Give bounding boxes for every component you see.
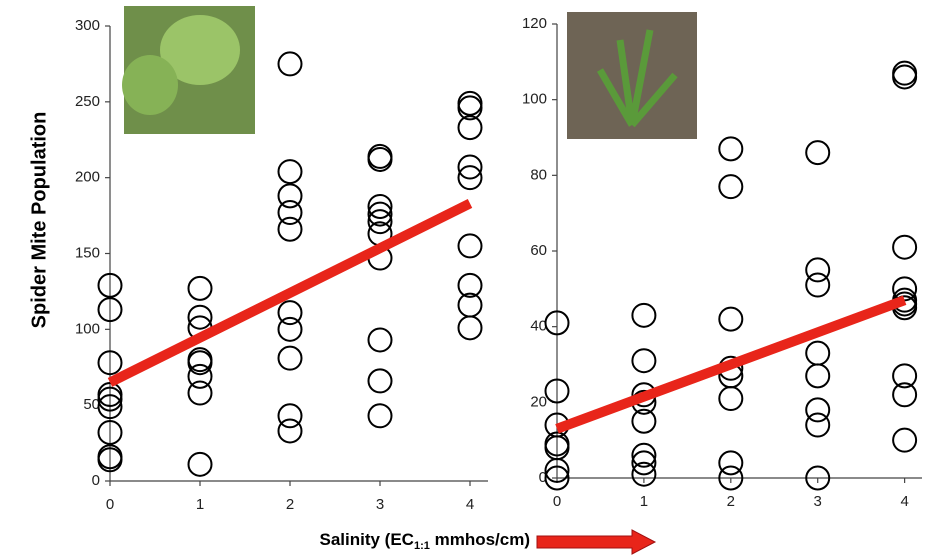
y-tick-label: 150 (75, 244, 100, 261)
point (459, 92, 482, 115)
point (279, 419, 302, 442)
point (189, 382, 212, 405)
point (279, 347, 302, 370)
point (806, 364, 829, 387)
x-tick-label: 0 (553, 493, 561, 510)
point (279, 160, 302, 183)
y-axis-label: Spider Mite Population (28, 112, 50, 329)
x-tick-label: 3 (814, 493, 822, 510)
trend-line (110, 203, 470, 382)
point (369, 404, 392, 427)
y-tick-label: 20 (530, 393, 547, 410)
point (459, 316, 482, 339)
point (719, 308, 742, 331)
x-label-subscript: 1:1 (414, 540, 430, 552)
y-tick-label: 80 (530, 166, 547, 183)
point (459, 234, 482, 257)
y-tick-label: 200 (75, 169, 100, 186)
y-tick-label: 120 (522, 15, 547, 32)
y-tick-label: 100 (75, 320, 100, 337)
point (369, 328, 392, 351)
point (806, 414, 829, 437)
x-axis-label: Salinity (EC1:1 mmhos/cm) (319, 530, 530, 551)
point (189, 453, 212, 476)
x-tick-label: 4 (900, 493, 908, 510)
x-label-part: Salinity (EC (319, 530, 413, 549)
y-tick-label: 50 (83, 396, 100, 413)
x-tick-label: 1 (196, 496, 204, 513)
point (893, 429, 916, 452)
point (719, 387, 742, 410)
x-tick-label: 2 (727, 493, 735, 510)
point (279, 318, 302, 341)
y-tick-label: 100 (522, 91, 547, 108)
y-tick-label: 300 (75, 17, 100, 34)
y-tick-label: 250 (75, 93, 100, 110)
x-tick-label: 3 (376, 496, 384, 513)
point (632, 304, 655, 327)
point (369, 369, 392, 392)
point (719, 137, 742, 160)
point (806, 274, 829, 297)
chart: Spider Mite Population Salinity (EC1:1 m… (0, 0, 930, 559)
point (893, 236, 916, 259)
point (189, 277, 212, 300)
y-tick-label: 40 (530, 318, 547, 335)
point (279, 218, 302, 241)
x-tick-label: 4 (466, 496, 474, 513)
y-tick-label: 0 (92, 472, 100, 489)
x-tick-label: 0 (106, 496, 114, 513)
x-label-part: mmhos/cm) (430, 530, 530, 549)
point (719, 175, 742, 198)
point (806, 141, 829, 164)
point (806, 342, 829, 365)
point (632, 349, 655, 372)
soybean-leaf (122, 55, 178, 115)
x-tick-label: 1 (640, 493, 648, 510)
x-tick-label: 2 (286, 496, 294, 513)
point (279, 52, 302, 75)
y-tick-label: 60 (530, 242, 547, 259)
arrow (537, 530, 655, 554)
